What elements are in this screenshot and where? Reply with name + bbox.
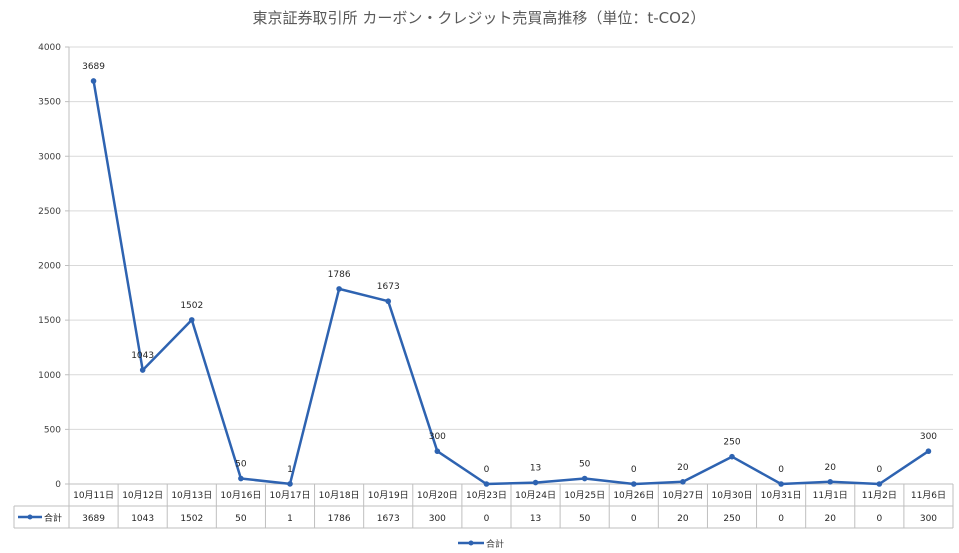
data-point bbox=[532, 479, 539, 486]
x-tick-label: 10月31日 bbox=[761, 490, 802, 501]
y-tick-label: 500 bbox=[44, 425, 61, 435]
data-point bbox=[336, 286, 342, 292]
x-tick-label: 10月16日 bbox=[220, 490, 261, 501]
table-value-cell: 1502 bbox=[180, 514, 203, 524]
table-value-cell: 1 bbox=[287, 514, 293, 524]
data-point bbox=[287, 481, 293, 487]
data-label: 1502 bbox=[180, 301, 203, 311]
x-tick-label: 10月25日 bbox=[564, 490, 605, 501]
data-point bbox=[434, 448, 441, 455]
data-label: 1 bbox=[287, 465, 293, 475]
x-tick-label: 10月13日 bbox=[171, 490, 212, 501]
table-series-label: 合計 bbox=[44, 512, 62, 524]
table-value-cell: 300 bbox=[429, 514, 446, 524]
x-tick-label: 10月12日 bbox=[122, 490, 163, 501]
data-label: 50 bbox=[235, 460, 247, 470]
y-tick-label: 1000 bbox=[38, 371, 61, 381]
data-point bbox=[827, 479, 834, 485]
data-table: 10月11日368910月12日104310月13日150210月16日5010… bbox=[13, 483, 954, 529]
y-tick-label: 4000 bbox=[38, 43, 61, 53]
table-value-cell: 50 bbox=[235, 514, 247, 524]
x-tick-label: 10月20日 bbox=[417, 490, 458, 501]
data-point bbox=[139, 367, 146, 373]
table-value-cell: 300 bbox=[920, 514, 937, 524]
x-tick-label: 10月17日 bbox=[270, 490, 311, 501]
table-value-cell: 1043 bbox=[131, 514, 154, 524]
data-label: 0 bbox=[484, 465, 490, 475]
x-tick-label: 11月6日 bbox=[911, 490, 946, 501]
data-label: 20 bbox=[677, 463, 689, 473]
x-tick-label: 10月24日 bbox=[515, 490, 556, 501]
x-tick-label: 10月11日 bbox=[73, 490, 114, 501]
x-tick-label: 10月18日 bbox=[319, 490, 360, 501]
data-point bbox=[385, 298, 392, 305]
table-value-cell: 13 bbox=[530, 514, 541, 524]
table-value-cell: 20 bbox=[677, 514, 689, 524]
data-label: 300 bbox=[920, 432, 937, 442]
data-label: 3689 bbox=[82, 62, 105, 72]
table-value-cell: 0 bbox=[876, 514, 882, 524]
data-label: 250 bbox=[723, 438, 740, 448]
table-value-cell: 50 bbox=[579, 514, 591, 524]
y-tick-label: 2000 bbox=[38, 262, 61, 272]
y-tick-label: 1500 bbox=[38, 316, 61, 326]
data-point bbox=[925, 448, 932, 455]
table-value-cell: 0 bbox=[484, 514, 490, 524]
data-point bbox=[188, 317, 195, 323]
data-label: 0 bbox=[778, 465, 784, 475]
data-point bbox=[680, 479, 686, 485]
x-tick-label: 10月26日 bbox=[613, 490, 654, 501]
x-tick-label: 10月19日 bbox=[368, 490, 409, 501]
x-tick-label: 11月2日 bbox=[862, 490, 897, 501]
y-tick-label: 0 bbox=[55, 480, 61, 490]
data-point bbox=[876, 481, 883, 487]
series-total: 3689 1043 1502 50 1 1786 1673 300 0 13 50 0 20 250 0 20… bbox=[82, 62, 937, 487]
data-point bbox=[729, 453, 735, 460]
table-value-cell: 0 bbox=[778, 514, 784, 524]
x-tick-label: 10月30日 bbox=[712, 490, 753, 501]
data-point bbox=[483, 481, 490, 487]
series-line bbox=[92, 80, 930, 486]
table-value-cell: 3689 bbox=[82, 514, 105, 524]
table-value-cell: 250 bbox=[723, 514, 740, 524]
table-value-cell: 20 bbox=[824, 514, 836, 524]
y-axis: 0 500 1000 1500 2000 2500 3000 3500 4000 bbox=[38, 43, 70, 490]
table-value-cell: 1786 bbox=[328, 514, 351, 524]
data-point bbox=[778, 481, 784, 487]
data-label: 13 bbox=[530, 464, 541, 474]
chart-title: 東京証券取引所 カーボン・クレジット売買高推移（単位：t-CO2） bbox=[253, 9, 706, 27]
data-point bbox=[90, 78, 97, 84]
gridlines bbox=[69, 46, 953, 430]
x-tick-label: 10月27日 bbox=[662, 490, 703, 501]
legend: 合計 bbox=[458, 538, 504, 550]
table-value-cell: 1673 bbox=[377, 514, 400, 524]
legend-marker bbox=[468, 540, 474, 546]
data-label: 1786 bbox=[328, 270, 351, 280]
data-label: 1043 bbox=[131, 351, 154, 361]
data-point bbox=[581, 475, 588, 482]
x-tick-label: 11月1日 bbox=[813, 490, 848, 501]
data-label: 20 bbox=[824, 463, 836, 473]
x-tick-label: 10月23日 bbox=[466, 490, 507, 501]
y-tick-label: 2500 bbox=[38, 207, 61, 217]
y-tick-label: 3000 bbox=[38, 152, 61, 162]
data-label: 1673 bbox=[377, 282, 400, 292]
legend-label: 合計 bbox=[486, 538, 504, 550]
data-label: 300 bbox=[429, 432, 446, 442]
table-value-cell: 0 bbox=[631, 514, 637, 524]
data-point bbox=[238, 475, 244, 482]
table-legend-marker bbox=[27, 514, 33, 520]
data-label: 0 bbox=[631, 465, 637, 475]
y-tick-label: 3500 bbox=[38, 98, 61, 108]
data-label: 0 bbox=[876, 465, 882, 475]
data-point bbox=[630, 481, 637, 487]
data-label: 50 bbox=[579, 460, 591, 470]
